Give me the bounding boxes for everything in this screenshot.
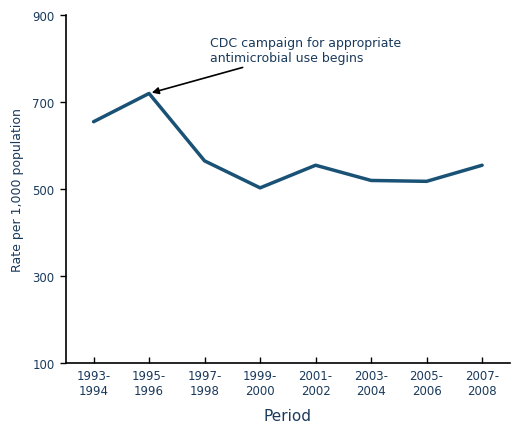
Text: CDC campaign for appropriate
antimicrobial use begins: CDC campaign for appropriate antimicrobi… (154, 37, 401, 94)
X-axis label: Period: Period (264, 408, 312, 423)
Y-axis label: Rate per 1,000 population: Rate per 1,000 population (11, 108, 24, 272)
